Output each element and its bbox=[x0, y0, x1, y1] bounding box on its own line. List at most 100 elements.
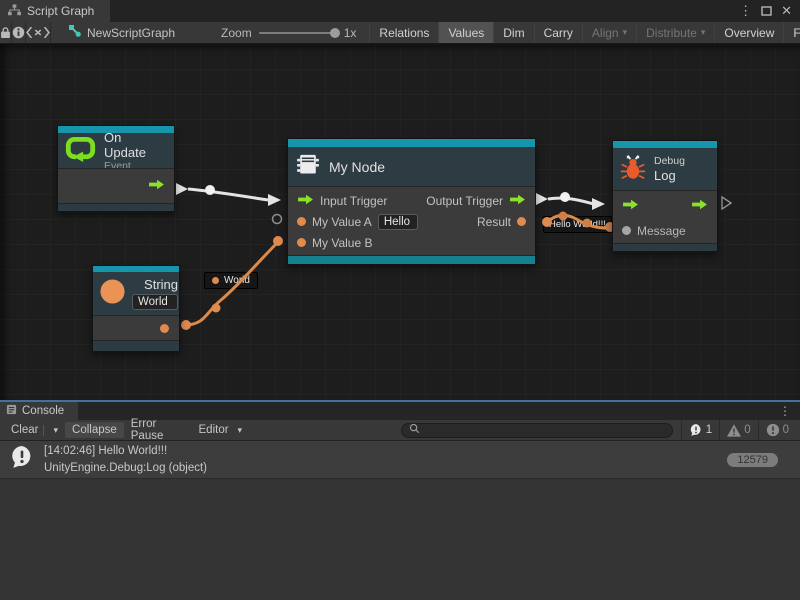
debug-bug-icon bbox=[620, 153, 646, 186]
node-title: Log bbox=[654, 168, 676, 183]
port-row: Message bbox=[613, 218, 717, 243]
value-wire-dot bbox=[181, 320, 191, 330]
wire-value-text: World bbox=[224, 275, 250, 286]
align-button[interactable]: Align ▾ bbox=[581, 22, 636, 43]
node-header[interactable]: My Node bbox=[288, 147, 535, 186]
value-output-port[interactable] bbox=[517, 217, 526, 226]
warning-triangle-icon bbox=[727, 423, 742, 437]
port-row: My Value B bbox=[288, 232, 535, 253]
port-label: Message bbox=[637, 223, 686, 238]
port-label: Result bbox=[476, 214, 511, 229]
node-body: Message bbox=[613, 190, 717, 245]
value-input-port[interactable] bbox=[622, 226, 631, 236]
collapse-toggle[interactable]: Collapse bbox=[65, 422, 124, 438]
console-search-box[interactable] bbox=[401, 422, 673, 438]
search-icon bbox=[409, 423, 420, 437]
zoom-value: 1x bbox=[343, 25, 357, 40]
console-search-input[interactable] bbox=[424, 424, 665, 436]
relations-button[interactable]: Relations bbox=[369, 22, 438, 43]
flow-pulse-dot bbox=[205, 185, 215, 195]
align-label: Align bbox=[591, 25, 619, 40]
flow-output-port[interactable] bbox=[148, 177, 165, 195]
flow-pulse-dot bbox=[560, 192, 570, 202]
node-category: Debug bbox=[654, 155, 685, 167]
value-input-port[interactable] bbox=[297, 238, 306, 247]
chevron-down-icon: ▾ bbox=[622, 27, 628, 37]
distribute-button[interactable]: Distribute ▾ bbox=[636, 22, 714, 43]
node-body bbox=[58, 168, 174, 204]
error-count: 0 bbox=[782, 424, 789, 436]
wire-start-arrow bbox=[176, 183, 188, 195]
flow-wire[interactable] bbox=[187, 187, 269, 202]
wire-end-arrow bbox=[592, 198, 605, 210]
port-row: My Value A Result bbox=[288, 211, 535, 232]
tab-script-graph[interactable]: Script Graph bbox=[0, 0, 111, 22]
node-footer bbox=[288, 256, 535, 264]
graph-asset-selector[interactable]: NewScriptGraph bbox=[69, 25, 175, 40]
info-icon[interactable] bbox=[12, 22, 26, 43]
chevron-down-icon: ▾ bbox=[237, 424, 243, 435]
string-value-field[interactable] bbox=[132, 294, 178, 310]
maximize-icon[interactable] bbox=[761, 6, 772, 16]
wire-start-arrow bbox=[536, 193, 548, 205]
node-title: My Node bbox=[329, 158, 386, 175]
overview-button[interactable]: Overview bbox=[714, 22, 783, 43]
graph-toolbar: NewScriptGraph Zoom 1x Relations Values … bbox=[0, 22, 800, 44]
node-colorbar bbox=[58, 126, 174, 133]
zoom-slider-handle[interactable] bbox=[329, 27, 340, 38]
node-debug-log[interactable]: Debug Log Message bbox=[612, 140, 718, 252]
error-count-toggle[interactable]: 0 bbox=[757, 420, 796, 440]
edit-source-icon[interactable] bbox=[26, 22, 51, 43]
port-label: My Value A bbox=[312, 214, 372, 229]
my-value-a-field[interactable] bbox=[377, 213, 418, 230]
wire-value-label-hello-world: Hello World!!! bbox=[543, 216, 612, 233]
flow-input-port[interactable] bbox=[622, 199, 639, 213]
flow-wire[interactable] bbox=[547, 196, 595, 206]
graph-canvas[interactable]: World Hello World!!! bbox=[0, 44, 800, 400]
zoom-slider[interactable] bbox=[258, 27, 340, 38]
editor-dropdown[interactable]: Editor ▾ bbox=[192, 422, 250, 438]
node-string-literal[interactable]: String bbox=[92, 265, 180, 352]
flow-input-port[interactable] bbox=[297, 194, 314, 208]
zoom-control: Zoom 1x bbox=[221, 26, 356, 40]
flow-output-port[interactable] bbox=[509, 194, 526, 208]
log-counters: 1 0 0 bbox=[680, 420, 796, 440]
carry-button[interactable]: Carry bbox=[533, 22, 582, 43]
dim-button[interactable]: Dim bbox=[493, 22, 533, 43]
node-body: Input Trigger Output Trigger My Value A … bbox=[288, 186, 535, 256]
divider bbox=[43, 424, 45, 436]
lock-icon[interactable] bbox=[0, 22, 12, 43]
close-icon[interactable]: ✕ bbox=[781, 3, 792, 18]
value-output-port[interactable] bbox=[160, 323, 169, 333]
clear-button[interactable]: Clear ▾ bbox=[4, 422, 65, 438]
node-header[interactable]: Debug Log bbox=[613, 147, 717, 191]
info-bubble-icon bbox=[690, 424, 701, 436]
wire-end-arrow bbox=[268, 194, 281, 206]
warning-count-toggle[interactable]: 0 bbox=[719, 420, 757, 440]
error-pause-toggle[interactable]: Error Pause bbox=[130, 418, 164, 442]
console-kebab-menu-icon[interactable]: ⋮ bbox=[779, 404, 791, 418]
info-count: 1 bbox=[705, 424, 713, 436]
values-button[interactable]: Values bbox=[438, 22, 494, 43]
fullscreen-button[interactable]: Full S bbox=[783, 22, 800, 43]
flow-output-port[interactable] bbox=[691, 199, 708, 213]
node-my-node[interactable]: My Node Input Trigger Output Trigger My … bbox=[287, 138, 536, 265]
node-header[interactable]: On Update Event bbox=[58, 130, 174, 172]
node-on-update[interactable]: On Update Event bbox=[57, 125, 175, 212]
node-header[interactable]: String bbox=[93, 272, 179, 315]
log-stacktrace-line: UnityEngine.Debug:Log (object) bbox=[44, 461, 208, 474]
value-wire-dot bbox=[273, 236, 283, 246]
chevron-down-icon: ▾ bbox=[53, 424, 59, 435]
console-icon bbox=[6, 404, 17, 418]
tab-console[interactable]: Console bbox=[0, 402, 79, 420]
log-entry[interactable]: [14:02:46] Hello World!!! UnityEngine.De… bbox=[0, 441, 800, 479]
node-colorbar bbox=[93, 266, 179, 272]
kebab-menu-icon[interactable]: ⋮ bbox=[739, 3, 753, 18]
collapse-count-badge: 12579 bbox=[727, 452, 778, 467]
zoom-label: Zoom bbox=[221, 25, 252, 40]
error-circle-icon bbox=[766, 423, 779, 437]
value-input-port[interactable] bbox=[297, 217, 306, 226]
unit-chip-icon bbox=[295, 151, 321, 182]
info-count-toggle[interactable]: 1 bbox=[680, 420, 719, 440]
